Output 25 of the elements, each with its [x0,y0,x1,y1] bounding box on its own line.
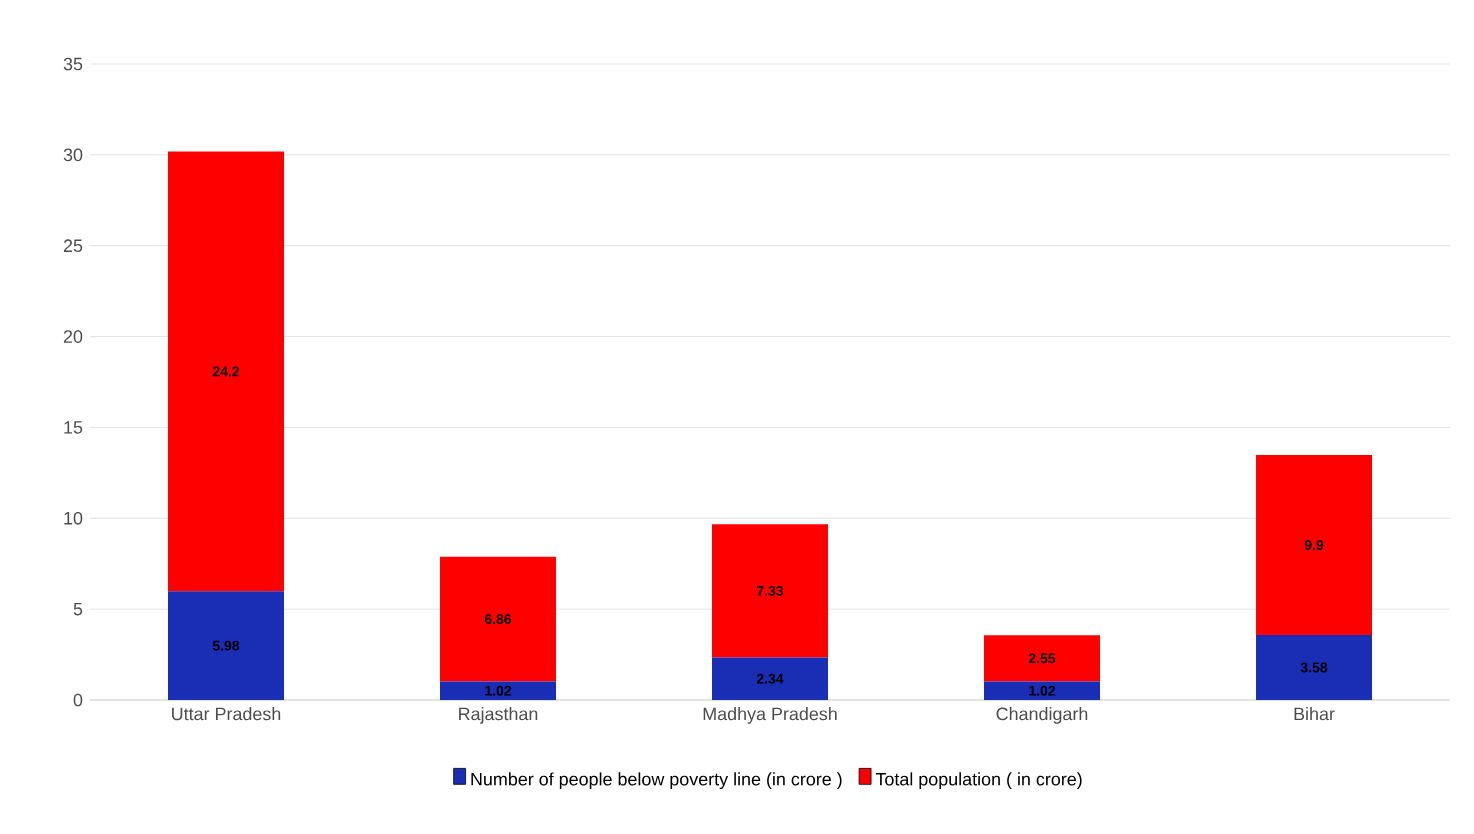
bar [712,524,829,658]
bar [1256,455,1373,635]
bar [984,635,1101,682]
x-tick-label: Rajasthan [459,707,538,724]
y-tick-label: 30 [63,148,83,162]
legend-label: Total population ( in crore) [875,772,1082,790]
y-tick-label: 15 [64,421,83,434]
y-tick-label: 20 [63,330,83,343]
bar [440,681,557,700]
y-tick-label: 35 [63,57,83,71]
bar [984,681,1101,700]
y-tick-label: 10 [64,511,83,525]
bar [1256,634,1373,700]
y-tick-label: 0 [73,693,83,707]
x-tick-label: Madhya Pradesh [703,707,837,724]
y-tick-label: 5 [73,602,83,616]
legend-label: Number of people below poverty line (in crore ) [471,772,842,790]
x-tick-label: Bihar [1294,707,1335,721]
y-tick-label: 25 [63,239,83,253]
bar [712,657,829,700]
bar [440,556,557,682]
x-tick-label: Uttar Pradesh [172,707,281,721]
x-tick-label: Chandigarh [996,707,1088,724]
bar [168,591,285,700]
bar [168,151,285,592]
